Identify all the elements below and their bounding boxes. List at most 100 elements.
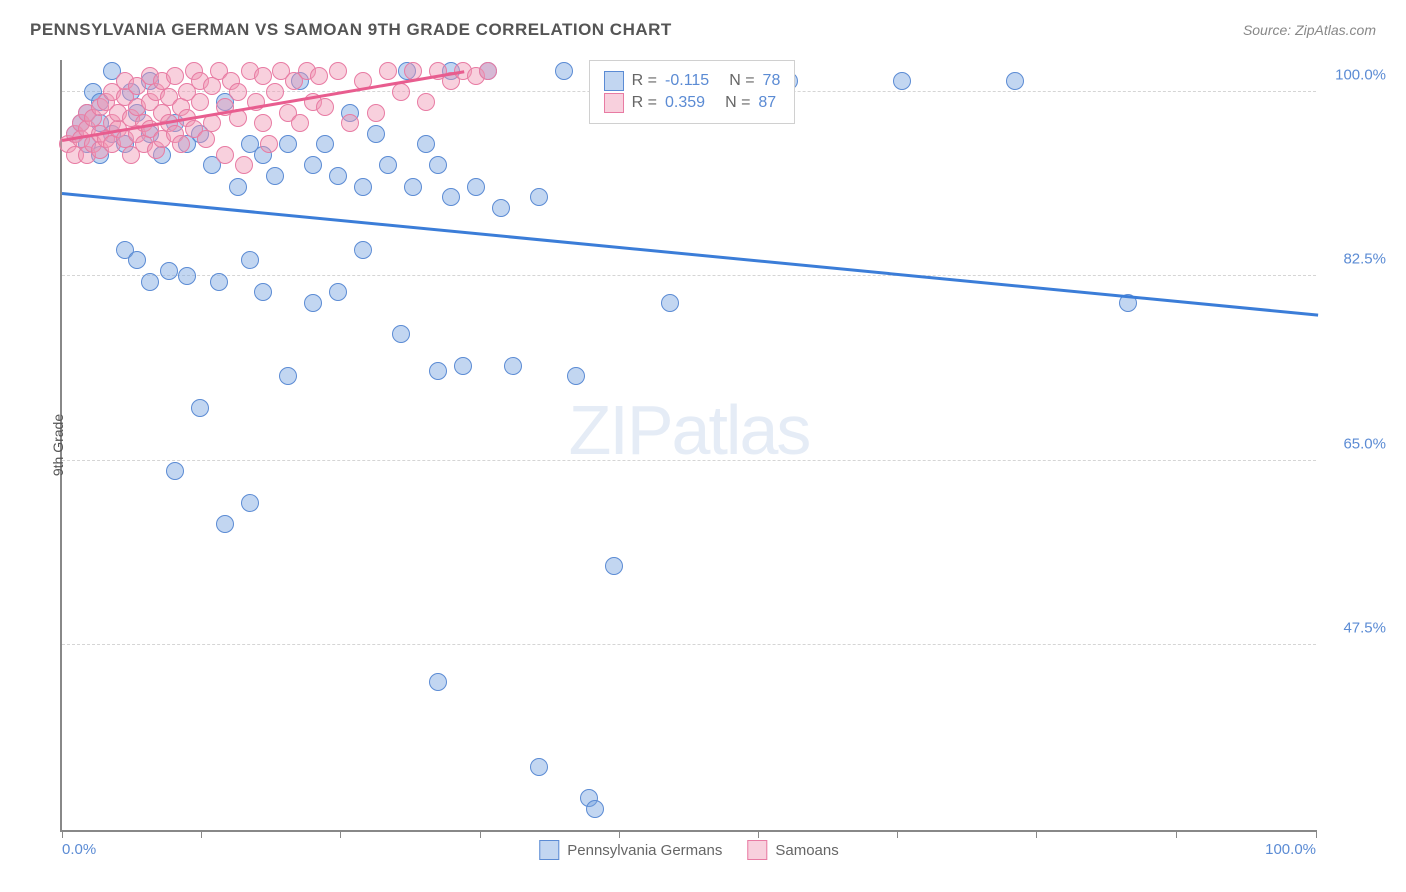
- scatter-point: [241, 494, 259, 512]
- scatter-point: [304, 294, 322, 312]
- legend-swatch: [747, 840, 767, 860]
- scatter-point: [235, 156, 253, 174]
- scatter-point: [316, 98, 334, 116]
- scatter-point: [241, 251, 259, 269]
- scatter-point: [166, 67, 184, 85]
- legend-r-value: -0.115: [665, 72, 709, 90]
- scatter-point: [341, 114, 359, 132]
- scatter-point: [329, 283, 347, 301]
- legend-correlation-box: R =-0.115N =78R =0.359N =87: [589, 60, 796, 124]
- gridline-horizontal: [62, 460, 1316, 461]
- scatter-point: [203, 77, 221, 95]
- scatter-point: [492, 199, 510, 217]
- scatter-point: [172, 135, 190, 153]
- scatter-point: [291, 114, 309, 132]
- scatter-point: [229, 178, 247, 196]
- y-tick-label: 82.5%: [1343, 251, 1386, 268]
- legend-swatch: [604, 93, 624, 113]
- scatter-point: [128, 251, 146, 269]
- legend-series-item: Samoans: [747, 840, 838, 860]
- chart-header: PENNSYLVANIA GERMAN VS SAMOAN 9TH GRADE …: [0, 0, 1406, 50]
- scatter-point: [429, 156, 447, 174]
- scatter-point: [266, 167, 284, 185]
- source-label: Source:: [1243, 22, 1291, 38]
- x-tick: [340, 830, 341, 838]
- x-tick: [480, 830, 481, 838]
- scatter-point: [316, 135, 334, 153]
- scatter-point: [254, 283, 272, 301]
- scatter-point: [203, 114, 221, 132]
- legend-swatch: [604, 71, 624, 91]
- legend-swatch: [539, 840, 559, 860]
- legend-n-value: 87: [758, 94, 776, 112]
- scatter-point: [191, 399, 209, 417]
- scatter-point: [661, 294, 679, 312]
- scatter-point: [404, 178, 422, 196]
- scatter-point: [504, 357, 522, 375]
- y-axis-label: 9th Grade: [50, 414, 66, 476]
- scatter-point: [310, 67, 328, 85]
- watermark: ZIPatlas: [569, 390, 810, 470]
- scatter-point: [893, 72, 911, 90]
- watermark-part1: ZIP: [569, 391, 672, 469]
- scatter-point: [354, 178, 372, 196]
- scatter-point: [417, 135, 435, 153]
- scatter-point: [197, 130, 215, 148]
- scatter-point: [354, 241, 372, 259]
- x-tick: [758, 830, 759, 838]
- scatter-point: [379, 156, 397, 174]
- scatter-point: [210, 273, 228, 291]
- y-tick-label: 47.5%: [1343, 620, 1386, 637]
- scatter-point: [555, 62, 573, 80]
- scatter-point: [1006, 72, 1024, 90]
- scatter-point: [467, 178, 485, 196]
- scatter-point: [254, 67, 272, 85]
- scatter-point: [429, 362, 447, 380]
- scatter-point: [279, 367, 297, 385]
- legend-series-item: Pennsylvania Germans: [539, 840, 722, 860]
- scatter-point: [379, 62, 397, 80]
- legend-series: Pennsylvania Germans Samoans: [539, 840, 838, 860]
- scatter-point: [454, 357, 472, 375]
- scatter-point: [429, 673, 447, 691]
- y-tick-label: 65.0%: [1343, 435, 1386, 452]
- x-axis-end-label: 100.0%: [1265, 841, 1316, 858]
- y-tick-label: 100.0%: [1335, 66, 1386, 83]
- scatter-point: [266, 83, 284, 101]
- scatter-point: [304, 156, 322, 174]
- chart-title: PENNSYLVANIA GERMAN VS SAMOAN 9TH GRADE …: [30, 20, 672, 40]
- scatter-point: [191, 93, 209, 111]
- chart-container: ZIPatlas 9th Grade 0.0% 100.0% R =-0.115…: [60, 60, 1316, 832]
- legend-n-label: N =: [729, 72, 754, 90]
- scatter-point: [260, 135, 278, 153]
- x-tick: [1036, 830, 1037, 838]
- scatter-point: [254, 114, 272, 132]
- legend-n-value: 78: [763, 72, 781, 90]
- source-value: ZipAtlas.com: [1295, 22, 1376, 38]
- x-tick: [1316, 830, 1317, 838]
- legend-r-value: 0.359: [665, 94, 705, 112]
- legend-correlation-row: R =-0.115N =78: [604, 71, 781, 91]
- scatter-point: [479, 62, 497, 80]
- scatter-point: [216, 146, 234, 164]
- scatter-point: [530, 758, 548, 776]
- scatter-point: [367, 125, 385, 143]
- legend-r-label: R =: [632, 94, 657, 112]
- x-tick: [1176, 830, 1177, 838]
- x-tick: [897, 830, 898, 838]
- scatter-point: [178, 267, 196, 285]
- legend-series-label: Samoans: [775, 842, 838, 859]
- scatter-point: [392, 83, 410, 101]
- x-tick: [62, 830, 63, 838]
- scatter-point: [530, 188, 548, 206]
- scatter-point: [586, 800, 604, 818]
- scatter-point: [229, 83, 247, 101]
- scatter-point: [567, 367, 585, 385]
- gridline-horizontal: [62, 644, 1316, 645]
- scatter-point: [279, 135, 297, 153]
- gridline-horizontal: [62, 275, 1316, 276]
- scatter-point: [417, 93, 435, 111]
- scatter-point: [367, 104, 385, 122]
- scatter-point: [329, 167, 347, 185]
- legend-n-label: N =: [725, 94, 750, 112]
